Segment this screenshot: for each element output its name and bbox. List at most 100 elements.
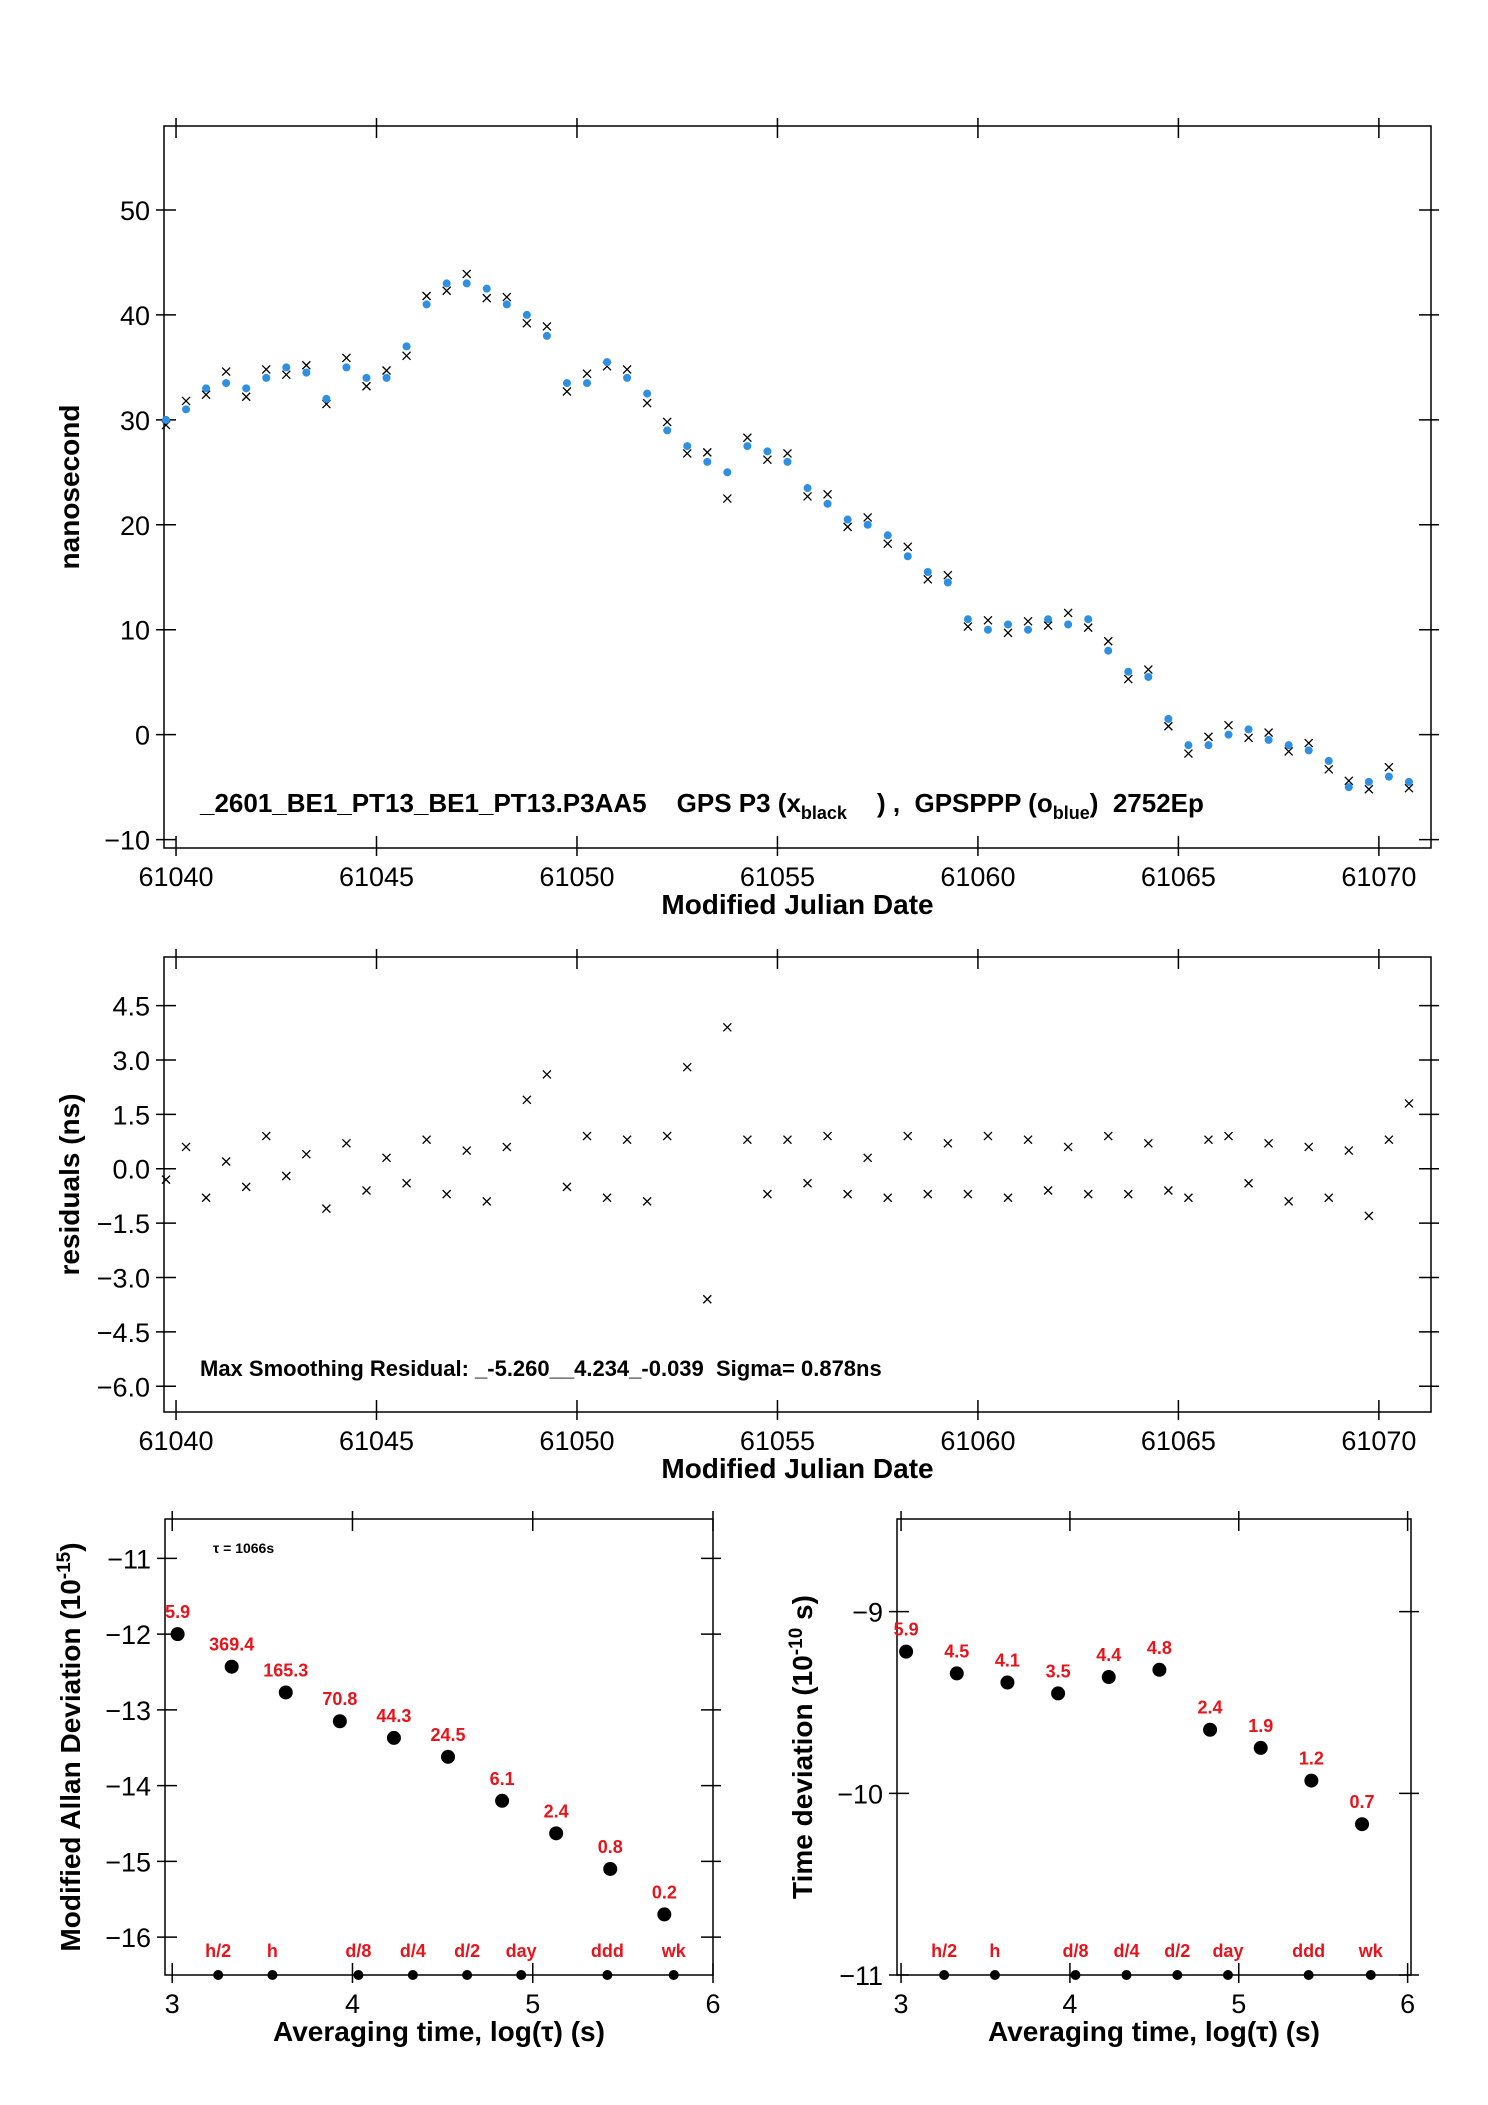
y-axis-title: residuals (ns) — [54, 1093, 85, 1275]
o-marker — [723, 468, 732, 477]
x-marker — [803, 491, 812, 501]
x-stroke — [1344, 1146, 1354, 1156]
y-axis-title: nanosecond — [54, 405, 85, 570]
point-label: 70.8 — [322, 1689, 357, 1709]
x-marker — [1284, 746, 1294, 756]
x-marker — [482, 1196, 492, 1206]
plot-frame — [896, 1518, 1412, 1976]
x-marker — [181, 1142, 191, 1152]
x-marker — [1143, 1138, 1153, 1148]
x-marker — [783, 1135, 792, 1145]
o-marker — [683, 442, 692, 451]
o-marker — [1003, 620, 1012, 629]
o-marker — [422, 300, 431, 309]
x-marker — [843, 522, 853, 532]
x-marker — [1143, 665, 1153, 675]
x-marker — [1364, 784, 1374, 794]
point — [1051, 1686, 1066, 1701]
point — [949, 1666, 964, 1681]
x-marker — [1264, 728, 1274, 738]
x-stroke — [522, 318, 532, 328]
x-stroke — [382, 1153, 391, 1163]
period-label: h/2 — [205, 1941, 231, 1961]
o-marker — [182, 405, 191, 414]
x-marker — [642, 398, 652, 408]
x-stroke — [1364, 1211, 1374, 1221]
x-stroke — [662, 417, 672, 427]
x-stroke — [181, 1142, 191, 1152]
x-tick-label: 61040 — [138, 1426, 213, 1456]
o-marker — [402, 342, 411, 351]
o-marker — [262, 373, 271, 382]
period-marker — [353, 1970, 364, 1980]
period-label: d/2 — [454, 1941, 480, 1961]
point-label: 2.4 — [544, 1801, 569, 1821]
x-marker — [1204, 732, 1213, 742]
y-tick-label: −14 — [105, 1772, 151, 1802]
x-stroke — [1063, 1142, 1073, 1152]
x-marker — [442, 286, 452, 296]
point — [1253, 1740, 1268, 1755]
x-stroke — [682, 1062, 692, 1072]
x-stroke — [582, 1131, 592, 1141]
x-axis-title: Averaging time, log(τ) (s) — [988, 2016, 1320, 2047]
point-label: 44.3 — [376, 1706, 411, 1726]
o-marker — [162, 415, 171, 424]
x-marker — [341, 353, 351, 363]
x-stroke — [1384, 1135, 1394, 1145]
x-stroke — [1204, 1135, 1213, 1145]
x-stroke — [742, 1135, 752, 1145]
x-stroke — [843, 1189, 853, 1199]
x-marker — [742, 433, 752, 443]
o-marker — [442, 279, 451, 288]
x-stroke — [883, 1193, 893, 1203]
x-stroke — [1404, 1099, 1414, 1108]
x-stroke — [843, 522, 853, 532]
x-stroke — [1183, 1193, 1193, 1203]
x-tick-label: 6 — [705, 1989, 720, 2019]
o-marker — [803, 484, 812, 493]
o-marker — [1024, 625, 1033, 634]
x-stroke — [622, 365, 632, 374]
x-marker — [562, 387, 572, 396]
x-stroke — [1264, 1138, 1274, 1148]
x-stroke — [502, 292, 512, 302]
x-stroke — [1244, 733, 1254, 743]
o-marker — [382, 373, 391, 382]
x-stroke — [943, 570, 953, 580]
x-stroke — [943, 1138, 953, 1148]
annotation-part: Max Smoothing Residual: _-5.260__4.234_-… — [200, 1356, 882, 1381]
x-tick-label: 61060 — [940, 1426, 1015, 1456]
period-marker — [516, 1970, 527, 1980]
o-marker — [242, 384, 251, 393]
x-marker — [221, 367, 231, 377]
x-marker — [1384, 1135, 1394, 1145]
period-label: d/2 — [1164, 1941, 1190, 1961]
x-marker — [963, 1189, 973, 1199]
x-marker — [281, 370, 291, 380]
x-stroke — [462, 269, 472, 279]
o-marker — [1084, 615, 1093, 624]
period-marker — [602, 1970, 613, 1980]
x-marker — [402, 1178, 412, 1188]
x-tick-label: 61060 — [940, 862, 1015, 892]
x-stroke — [1083, 623, 1093, 633]
period-marker — [1172, 1970, 1183, 1980]
o-marker — [783, 457, 792, 466]
y-tick-label: −13 — [105, 1696, 151, 1726]
point-label: 6.1 — [490, 1769, 515, 1789]
x-stroke — [201, 1193, 211, 1203]
x-stroke — [1284, 746, 1294, 756]
y-axis-title: Time deviation (10-10 s) — [786, 1595, 819, 1899]
point-label: 2.4 — [1198, 1698, 1223, 1718]
o-marker — [222, 379, 231, 388]
o-marker — [342, 363, 351, 372]
x-tick-label: 3 — [165, 1989, 180, 2019]
x-marker — [1163, 721, 1173, 731]
o-marker — [1344, 783, 1353, 792]
o-marker — [1224, 730, 1233, 739]
x-stroke — [1083, 1189, 1093, 1199]
x-stroke — [1364, 784, 1374, 794]
x-marker — [702, 1294, 712, 1304]
x-stroke — [1224, 1131, 1233, 1141]
